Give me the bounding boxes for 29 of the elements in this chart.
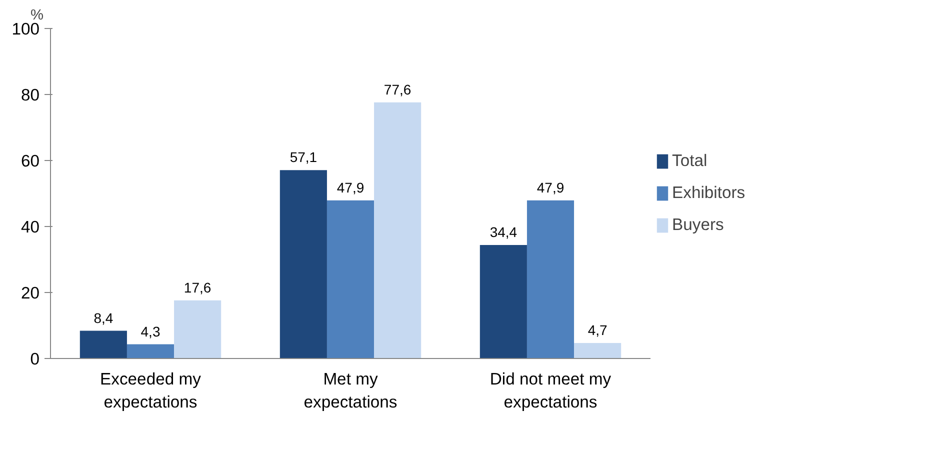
data-label: 34,4 [490, 224, 518, 240]
data-label: 17,6 [184, 279, 212, 296]
y-tick-label: 20 [20, 284, 40, 302]
bar [374, 102, 422, 358]
legend-label: Exhibitors [672, 183, 746, 203]
bar [80, 330, 127, 358]
x-tick-label: Did not meet my expectations [490, 370, 612, 412]
bar [526, 200, 574, 358]
data-label: 8,4 [94, 310, 114, 326]
data-label: 77,6 [384, 81, 412, 98]
bar [174, 300, 222, 358]
legend-label: Total [672, 151, 708, 171]
bar [326, 200, 374, 358]
legend-label: Buyers [672, 215, 724, 235]
data-label: 4,7 [588, 322, 608, 338]
bar [126, 344, 174, 358]
y-tick-label: 80 [20, 86, 40, 104]
data-label: 47,9 [536, 179, 564, 196]
x-tick-label: Met my expectations [304, 370, 398, 412]
data-label: 4,3 [140, 323, 160, 340]
data-label: 47,9 [336, 179, 364, 196]
y-tick-label: 0 [30, 350, 40, 368]
data-label: 57,1 [290, 149, 318, 166]
y-tick-label: 60 [20, 152, 40, 170]
bar [480, 244, 527, 358]
bar [574, 342, 622, 358]
y-tick-label: 40 [20, 218, 40, 236]
x-tick-label: Exceeded my expectations [100, 370, 202, 412]
bar [280, 170, 327, 358]
